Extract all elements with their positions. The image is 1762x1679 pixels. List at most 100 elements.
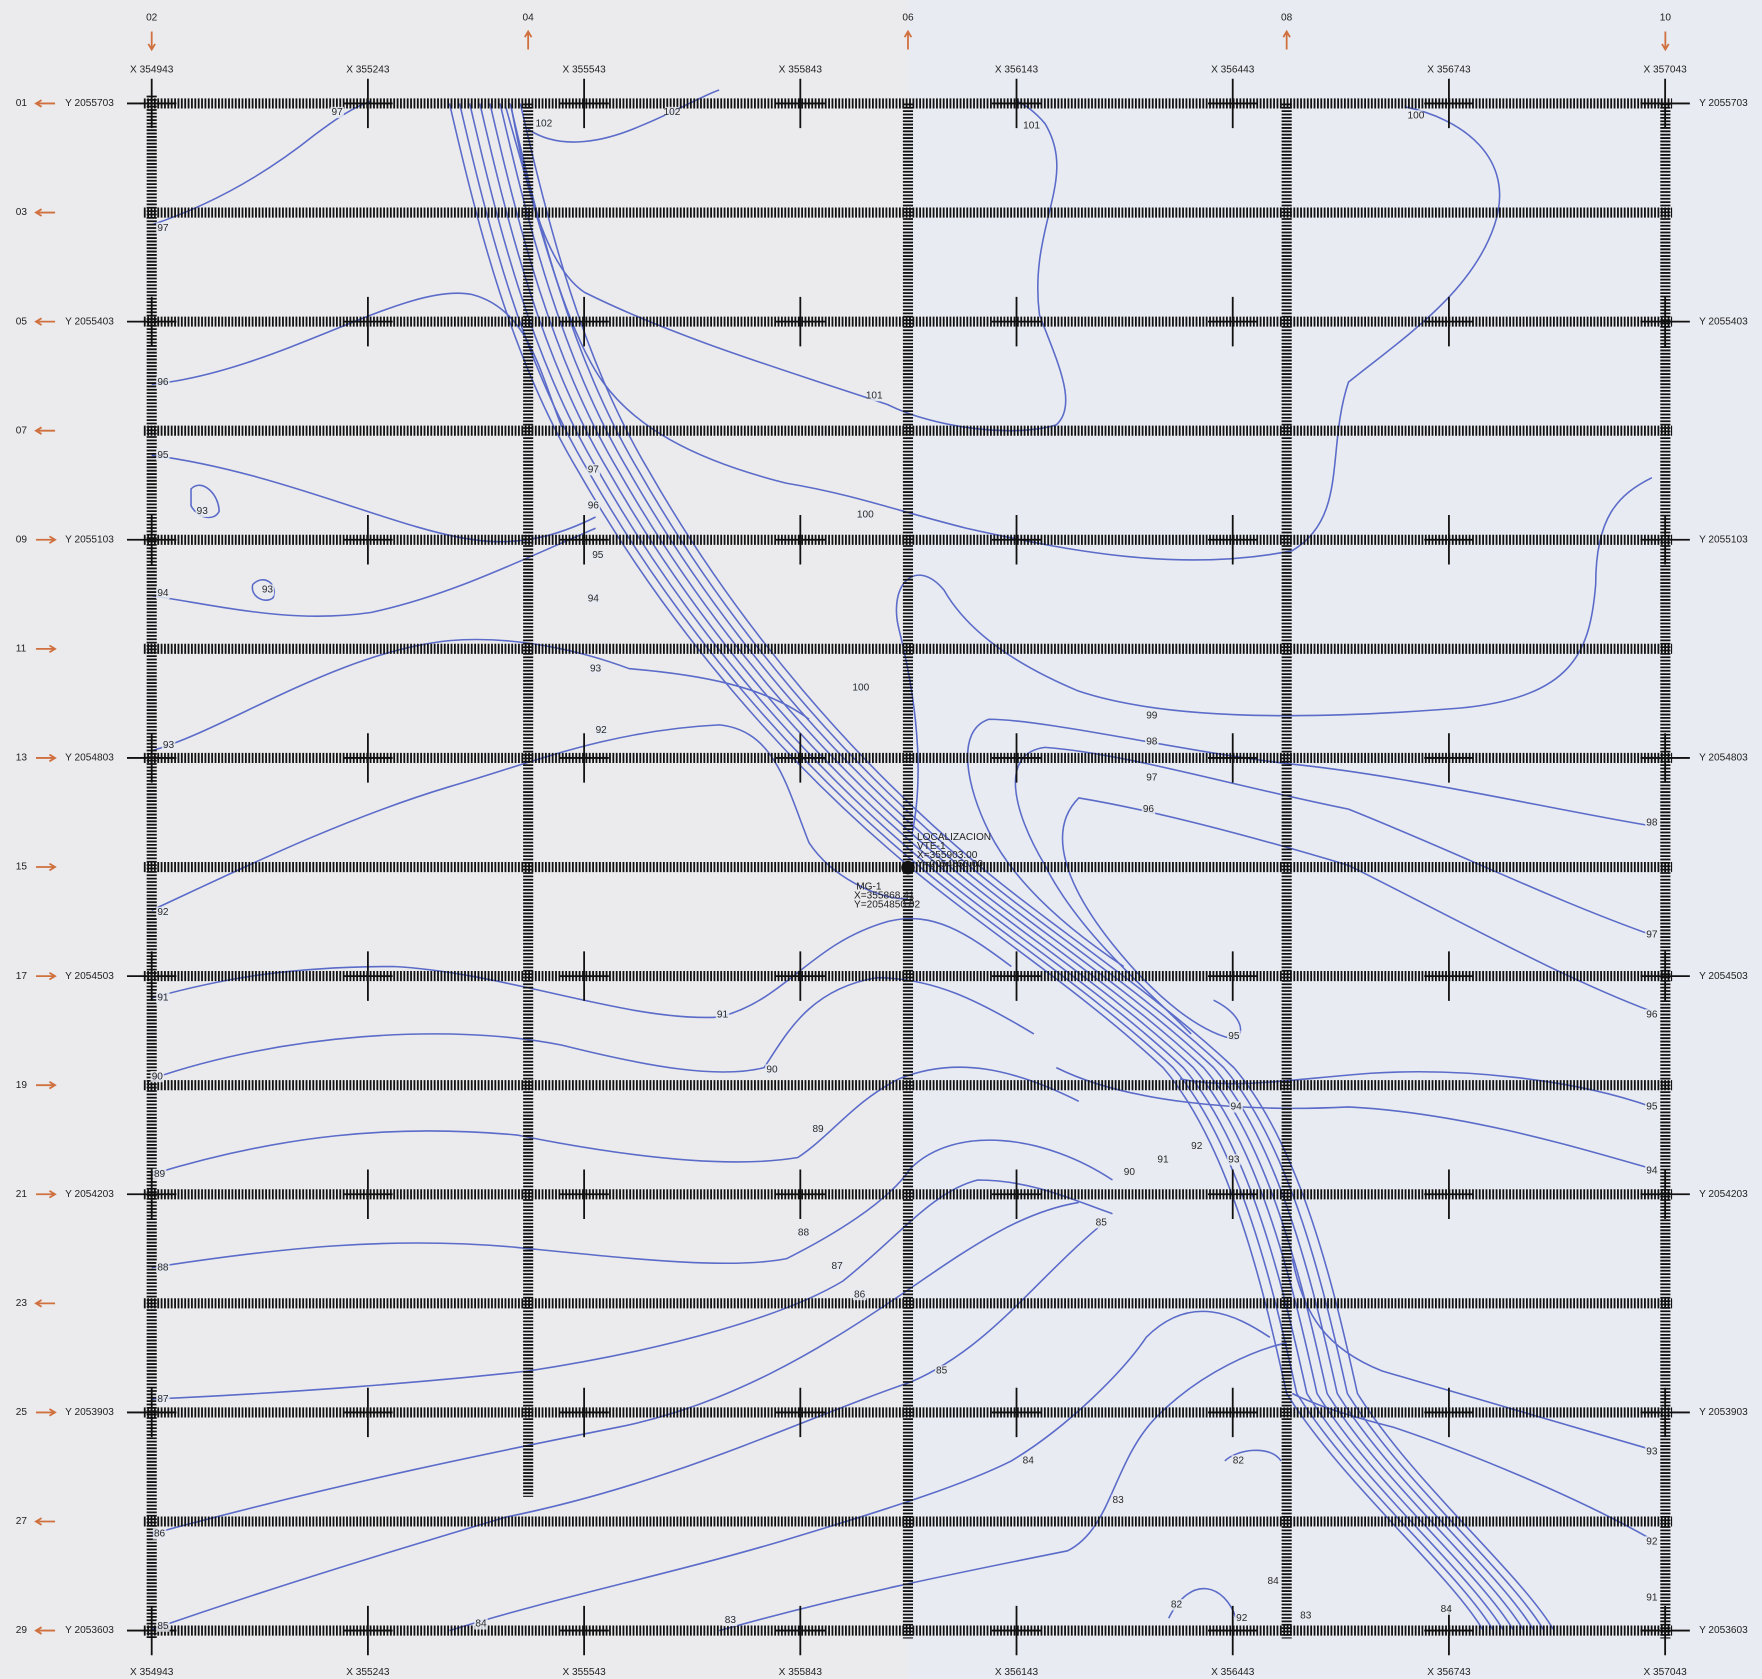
contour-label: 95 bbox=[157, 450, 169, 461]
x-coordinate: X 355243 bbox=[346, 64, 390, 75]
contour-label: 88 bbox=[157, 1262, 169, 1273]
contour-label: 83 bbox=[1300, 1611, 1312, 1622]
contour-label: 101 bbox=[866, 390, 883, 401]
contour-label: 92 bbox=[1646, 1536, 1658, 1547]
contour-label: 97 bbox=[588, 464, 600, 475]
x-coordinate: X 356443 bbox=[1211, 64, 1255, 75]
contour-label: 101 bbox=[1023, 121, 1040, 132]
contour-label: 100 bbox=[1407, 110, 1424, 121]
contour-label: 90 bbox=[152, 1071, 164, 1082]
row-label: 23 bbox=[16, 1298, 28, 1309]
contour-label: 94 bbox=[588, 594, 600, 605]
contour-label: 93 bbox=[262, 585, 274, 596]
contour-label: 100 bbox=[857, 509, 874, 520]
row-label: 29 bbox=[16, 1625, 28, 1636]
contour-label: 89 bbox=[812, 1124, 824, 1135]
contour-label: 93 bbox=[197, 506, 209, 517]
y-coordinate: Y 2055103 bbox=[65, 534, 114, 545]
x-coordinate: X 355843 bbox=[779, 1667, 823, 1678]
contour-label: 90 bbox=[766, 1065, 778, 1076]
y-coordinate: Y 2055103 bbox=[1699, 534, 1748, 545]
contour-label: 82 bbox=[1233, 1456, 1245, 1467]
contour-label: 91 bbox=[157, 993, 169, 1004]
line-label: 10 bbox=[1660, 13, 1672, 24]
contour-label: 89 bbox=[154, 1169, 166, 1180]
x-coordinate: X 355543 bbox=[562, 1667, 606, 1678]
contour-label: 84 bbox=[475, 1619, 487, 1630]
x-coordinate: X 354943 bbox=[130, 64, 174, 75]
contour-label: 88 bbox=[798, 1227, 810, 1238]
contour-label: 92 bbox=[1236, 1613, 1248, 1624]
contour-label: 85 bbox=[157, 1621, 169, 1632]
y-coordinate: Y 2054203 bbox=[65, 1189, 114, 1200]
localization-y: Y=2054850.00 bbox=[917, 859, 983, 870]
contour-label: 96 bbox=[1646, 1009, 1658, 1020]
y-coordinate: Y 2054503 bbox=[1699, 971, 1748, 982]
contour-label: 99 bbox=[1146, 711, 1158, 722]
y-coordinate: Y 2054203 bbox=[1699, 1189, 1748, 1200]
line-label: 04 bbox=[523, 13, 535, 24]
contour-label: 93 bbox=[1228, 1154, 1240, 1165]
x-coordinate: X 356443 bbox=[1211, 1667, 1255, 1678]
x-coordinate: X 355543 bbox=[562, 64, 606, 75]
contour-label: 95 bbox=[1228, 1031, 1240, 1042]
contour-label: 90 bbox=[1124, 1167, 1136, 1178]
contour-label: 83 bbox=[1112, 1495, 1124, 1506]
x-coordinate: X 356743 bbox=[1427, 64, 1471, 75]
contour-label: 97 bbox=[1646, 930, 1658, 941]
contour-label: 92 bbox=[1191, 1141, 1203, 1152]
y-coordinate: Y 2054803 bbox=[1699, 753, 1748, 764]
contour-label: 87 bbox=[157, 1394, 169, 1405]
contour-label: 86 bbox=[154, 1529, 166, 1540]
contour-map: LOCALIZACION VTE-1 X=355903.00 Y=2054850… bbox=[0, 0, 1762, 1679]
contour-label: 97 bbox=[1146, 772, 1158, 783]
y-coordinate: Y 2055703 bbox=[65, 98, 114, 109]
y-coordinate: Y 2055703 bbox=[1699, 98, 1748, 109]
contour-label: 93 bbox=[1646, 1447, 1658, 1458]
y-coordinate: Y 2055403 bbox=[1699, 316, 1748, 327]
row-label: 09 bbox=[16, 534, 28, 545]
contour-label: 96 bbox=[157, 377, 169, 388]
contour-label: 91 bbox=[1646, 1593, 1658, 1604]
row-label: 25 bbox=[16, 1407, 28, 1418]
contour-label: 98 bbox=[1646, 817, 1658, 828]
x-coordinate: X 356143 bbox=[995, 1667, 1039, 1678]
contour-label: 96 bbox=[1143, 804, 1155, 815]
line-label: 08 bbox=[1281, 13, 1293, 24]
contour-label: 100 bbox=[852, 682, 869, 693]
contour-label: 96 bbox=[588, 500, 600, 511]
contour-label: 93 bbox=[590, 663, 602, 674]
x-coordinate: X 354943 bbox=[130, 1667, 174, 1678]
contour-label: 95 bbox=[1646, 1102, 1658, 1113]
contour-label: 85 bbox=[936, 1366, 948, 1377]
x-coordinate: X 356743 bbox=[1427, 1667, 1471, 1678]
x-coordinate: X 357043 bbox=[1643, 64, 1687, 75]
page: LOCALIZACION VTE-1 X=355903.00 Y=2054850… bbox=[0, 0, 1762, 1679]
row-label: 03 bbox=[16, 207, 28, 218]
row-label: 17 bbox=[16, 971, 28, 982]
contour-label: 84 bbox=[1441, 1604, 1453, 1615]
contour-label: 86 bbox=[854, 1289, 866, 1300]
y-coordinate: Y 2053603 bbox=[1699, 1625, 1748, 1636]
station-y: Y=2054850.02 bbox=[854, 899, 920, 910]
x-coordinate: X 356143 bbox=[995, 64, 1039, 75]
contour-label: 85 bbox=[1096, 1217, 1108, 1228]
y-coordinate: Y 2053603 bbox=[65, 1625, 114, 1636]
y-coordinate: Y 2053903 bbox=[65, 1407, 114, 1418]
row-label: 13 bbox=[16, 753, 28, 764]
line-label: 06 bbox=[902, 13, 914, 24]
y-coordinate: Y 2054503 bbox=[65, 971, 114, 982]
row-label: 11 bbox=[16, 644, 27, 655]
sheet-left bbox=[0, 0, 908, 1679]
row-label: 21 bbox=[16, 1189, 28, 1200]
contour-label: 93 bbox=[163, 740, 175, 751]
contour-label: 97 bbox=[157, 223, 169, 234]
row-label: 01 bbox=[16, 98, 28, 109]
contour-label: 102 bbox=[535, 118, 552, 129]
line-label: 02 bbox=[146, 13, 158, 24]
contour-label: 84 bbox=[1023, 1456, 1035, 1467]
contour-label: 92 bbox=[157, 907, 169, 918]
contour-label: 102 bbox=[664, 107, 681, 118]
contour-label: 92 bbox=[596, 725, 608, 736]
y-coordinate: Y 2054803 bbox=[65, 753, 114, 764]
